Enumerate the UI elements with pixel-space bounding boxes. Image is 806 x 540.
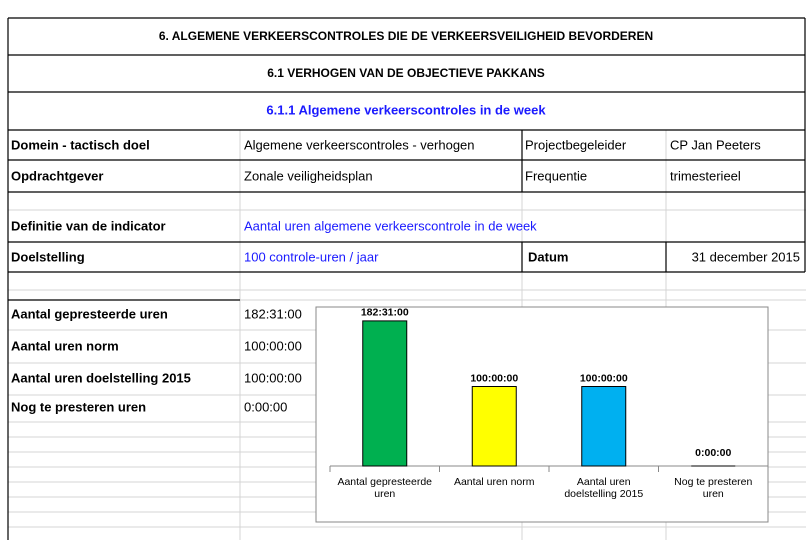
x-tick-label: Nog te presteren uren: [674, 476, 753, 500]
hours-value: 100:00:00: [244, 338, 302, 353]
hours-label: Aantal gepresteerde uren: [11, 306, 168, 321]
bar: [362, 320, 408, 467]
bar: [581, 386, 627, 467]
field-value: trimesterieel: [670, 168, 741, 183]
chart: 182:31:00 100:00:00 100:00:00 0:00:00: [329, 307, 769, 472]
data-label: 0:00:00: [695, 447, 731, 459]
field-label: Domein - tactisch doel: [11, 137, 150, 152]
hours-label: Aantal uren norm: [11, 338, 119, 353]
hours-value: 0:00:00: [244, 399, 287, 414]
section-title: 6.1.1 Algemene verkeerscontroles in de w…: [266, 102, 546, 117]
field-label: Opdrachtgever: [11, 168, 103, 183]
borders: [7, 17, 806, 540]
hours-value: 100:00:00: [244, 370, 302, 385]
date-value: 31 december 2015: [692, 249, 800, 264]
hours-label: Nog te presteren uren: [11, 399, 146, 414]
title: 6. ALGEMENE VERKEERSCONTROLES DIE DE VER…: [159, 29, 653, 43]
x-tick-label: Aantal uren norm: [453, 476, 535, 488]
indicator-label: Definitie van de indicator: [11, 218, 166, 233]
date-label: Datum: [528, 249, 568, 264]
subtitle: 6.1 VERHOGEN VAN DE OBJECTIEVE PAKKANS: [267, 66, 545, 80]
field-value: Algemene verkeerscontroles - verhogen: [244, 137, 475, 152]
indicator-value: Aantal uren algemene verkeerscontrole in…: [244, 218, 537, 233]
hours-value: 182:31:00: [244, 306, 302, 321]
data-label: 100:00:00: [470, 372, 518, 384]
data-label: 100:00:00: [580, 372, 628, 384]
field-value: Zonale veiligheidsplan: [244, 168, 373, 183]
data-label: 182:31:00: [361, 307, 409, 319]
hours-label: Aantal uren doelstelling 2015: [11, 370, 191, 385]
field-value: CP Jan Peeters: [670, 137, 761, 152]
goal-label: Doelstelling: [11, 249, 85, 264]
field-label: Projectbegeleider: [525, 137, 627, 152]
x-tick-label: Aantal gepresteerde uren: [337, 476, 433, 500]
bar: [471, 386, 517, 467]
x-tick-label: Aantal uren doelstelling 2015: [564, 476, 644, 500]
field-label: Frequentie: [525, 168, 587, 183]
goal-value: 100 controle-uren / jaar: [244, 249, 379, 264]
